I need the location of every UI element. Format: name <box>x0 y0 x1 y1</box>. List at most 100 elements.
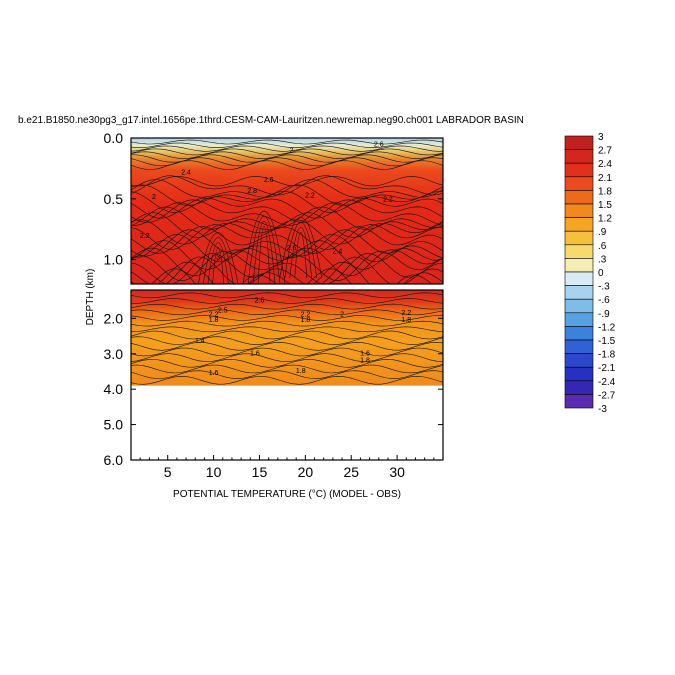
colorbar-label: .6 <box>598 241 607 252</box>
contour-line <box>131 199 443 223</box>
colorbar-label: 1.2 <box>598 214 612 225</box>
colorbar-box <box>564 271 594 286</box>
colorbar-label: -1.8 <box>598 350 616 361</box>
contour-label: 2.6 <box>287 245 297 252</box>
x-tick-label: 15 <box>252 464 268 480</box>
y-tick-label: 5.0 <box>104 417 124 433</box>
contour-line <box>131 330 443 340</box>
colorbar-label: 2.1 <box>598 173 612 184</box>
colorbar-label: -2.1 <box>598 363 616 374</box>
contour-line <box>131 139 443 145</box>
contour-label: 1.8 <box>209 317 219 324</box>
contour-line <box>131 145 443 152</box>
contour-line <box>131 364 443 374</box>
contour-line <box>131 326 443 333</box>
lower-contour-lines <box>131 292 443 385</box>
colorbar-label: -.3 <box>598 282 610 293</box>
contour-line <box>131 315 443 321</box>
contour-line <box>131 179 443 198</box>
colorbar-label: -3 <box>598 404 607 415</box>
contour-line <box>131 191 443 213</box>
contour-line <box>131 175 443 196</box>
contour-label: 1.8 <box>300 317 310 324</box>
x-tick-label: 5 <box>164 464 172 480</box>
upper-contour-labels: 2 2.4 2.8 2.6 2.2 2 2.4 2.2 3 2.6 2.2 2.6 <box>140 142 393 262</box>
contour-line <box>131 303 443 310</box>
contour-line <box>131 341 443 351</box>
y-tick-label: 3.0 <box>104 346 124 362</box>
contour-line <box>131 250 443 282</box>
contour-label: 1.4 <box>195 338 205 345</box>
upper-y-axis: 0.0 0.5 1.0 <box>104 130 443 268</box>
contour-line <box>131 148 443 156</box>
contour-line <box>131 358 443 368</box>
contour-label: 2.2 <box>383 196 393 203</box>
y-tick-label: 1.0 <box>104 252 124 268</box>
colorbar-label: -.9 <box>598 309 610 320</box>
colorbar: 3 2.7 2.4 2.1 1.8 1.5 1.2 .9 .6 .3 0 -.3 -.6 -.9 -1.2 -… <box>564 132 616 415</box>
contour-line <box>131 261 443 284</box>
contour-line <box>131 353 443 362</box>
lower-contour-labels: 2.62.52.21.82.21.82 2.21.81.41.6 1.61.81.6… <box>195 297 411 377</box>
colorbar-label: 2.7 <box>598 146 612 157</box>
contour-line <box>131 219 443 245</box>
colorbar-box <box>564 217 594 232</box>
contour-line <box>207 242 229 284</box>
colorbar-box <box>564 244 594 259</box>
contour-line <box>131 176 443 187</box>
x-axis: 5 10 15 20 25 30 <box>139 455 435 480</box>
y-tick-label: 0.0 <box>104 130 124 146</box>
contour-label: 2.2 <box>300 312 310 319</box>
contour-line <box>252 220 276 284</box>
contour-label: 1.8 <box>360 358 370 365</box>
y-tick-label: 4.0 <box>104 381 124 397</box>
x-axis-label: POTENTIAL TEMPERATURE (°C) (MODEL - OBS) <box>173 489 401 500</box>
contour-line <box>131 229 443 257</box>
colorbar-box <box>564 135 594 150</box>
colorbar-label: -1.2 <box>598 322 616 333</box>
upper-contour-lines <box>131 139 443 284</box>
colorbar-box <box>564 380 594 395</box>
contour-label: 1.8 <box>401 317 411 324</box>
contour-label: 2 <box>340 312 344 319</box>
colorbar-label: 0 <box>598 268 604 279</box>
colorbar-label: 1.8 <box>598 186 612 197</box>
x-tick-label: 25 <box>343 464 359 480</box>
x-tick-label: 30 <box>389 464 405 480</box>
colorbar-box <box>564 366 594 382</box>
contour-label: 2 <box>152 194 156 201</box>
contour-line <box>131 184 443 206</box>
y-tick-label: 0.5 <box>104 191 124 207</box>
contour-label: 2.8 <box>247 188 257 195</box>
contour-label: 2.2 <box>209 312 219 319</box>
colorbar-label: -2.7 <box>598 390 616 401</box>
contour-label: 2.5 <box>218 307 228 314</box>
contour-line <box>294 231 308 278</box>
contour-line <box>198 232 239 284</box>
contour-line <box>151 268 433 284</box>
contour-line <box>131 142 443 148</box>
colorbar-box <box>564 230 594 246</box>
colorbar-box <box>564 162 594 178</box>
contour-line <box>131 212 443 238</box>
y-tick-label: 6.0 <box>104 452 124 468</box>
contour-line <box>131 197 443 219</box>
contour-label: 2.4 <box>333 249 343 256</box>
contour-label: 2.2 <box>140 233 150 240</box>
contour-line <box>131 256 443 284</box>
contour-label: 2.6 <box>264 177 274 184</box>
chart-title: b.e21.B1850.ne30pg3_g17.intel.1656pe.1th… <box>18 115 524 126</box>
colorbar-box <box>564 298 594 314</box>
colorbar-box <box>564 190 594 205</box>
contour-line <box>131 240 443 270</box>
colorbar-box <box>564 312 594 327</box>
y-tick-label: 2.0 <box>104 310 124 326</box>
contour-line <box>247 215 281 284</box>
colorbar-box <box>564 394 594 409</box>
contour-label: 2.6 <box>255 297 265 304</box>
contour-label: 1.6 <box>250 351 260 358</box>
contour-line <box>131 336 443 345</box>
colorbar-label: .9 <box>598 227 607 238</box>
colorbar-box <box>564 339 594 354</box>
